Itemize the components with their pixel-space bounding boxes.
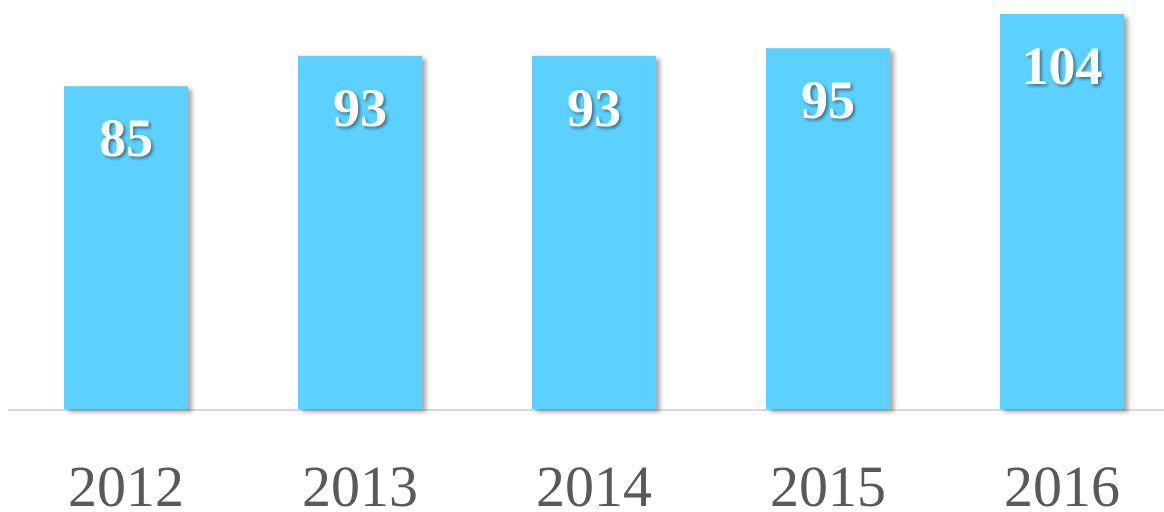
x-tick-label: 2015 [770,454,886,512]
x-tick-label: 2016 [1004,454,1120,512]
x-tick-label: 2014 [536,454,652,512]
bar [298,55,422,410]
bar [766,48,890,410]
value-label: 104 [1022,36,1103,96]
x-tick-label: 2013 [302,454,418,512]
bar [1000,14,1124,409]
bar [64,86,188,410]
value-label: 93 [333,78,387,138]
x-tick-label: 2012 [68,454,184,512]
bar [532,55,656,410]
value-label: 95 [801,70,855,130]
value-label: 93 [567,78,621,138]
value-label: 85 [99,108,153,168]
